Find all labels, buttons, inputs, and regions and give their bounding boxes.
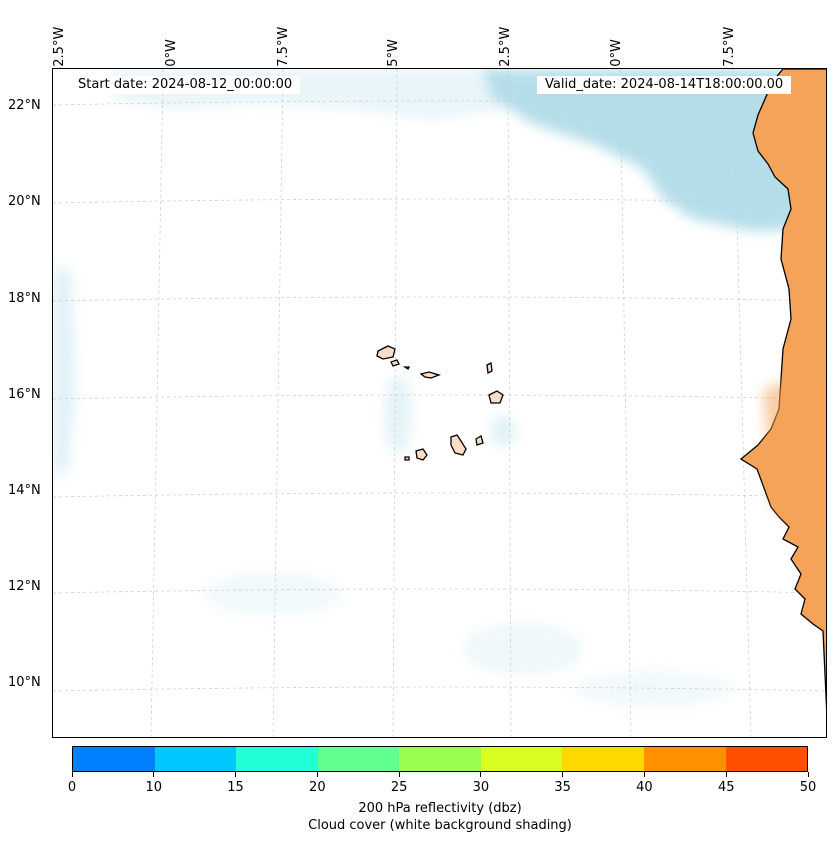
colorbar-subtitle: Cloud cover (white background shading) (308, 818, 572, 833)
island-brava (404, 456, 410, 461)
cloud-patch-southwest (203, 572, 343, 616)
colorbar-tick (71, 772, 73, 777)
island-boa-vista (488, 390, 504, 404)
colorbar-tick-label: 35 (554, 780, 571, 795)
parallel-20n (53, 198, 826, 204)
colorbar-segment (154, 747, 237, 771)
island-santo-antao (376, 345, 396, 360)
lat-label-12n: 12°N (8, 579, 41, 594)
parallel-12n (53, 588, 826, 594)
colorbar-segment (317, 747, 400, 771)
colorbar-tick (562, 772, 564, 777)
start-date-label: Start date: 2024-08-12_00:00:00 (70, 76, 301, 94)
lat-label-22n: 22°N (8, 98, 41, 113)
colorbar-segment (236, 747, 318, 771)
cloud-band-west-edge (53, 269, 75, 479)
colorbar-tick-label: 30 (472, 780, 490, 795)
colorbar-segment (725, 747, 808, 771)
colorbar-tick (235, 772, 237, 777)
island-sao-nicolau (419, 371, 442, 379)
meridian-20w (619, 69, 632, 737)
valid-date-label: Valid_date: 2024-08-14T18:00:00.00 (537, 76, 792, 94)
colorbar-segment (399, 747, 481, 771)
mainland-shading (763, 369, 826, 538)
island-sal (486, 362, 493, 374)
cape-verde-islands (376, 345, 504, 461)
parallel-18n (53, 296, 826, 302)
map-canvas[interactable] (53, 69, 827, 738)
parallel-16n (53, 394, 826, 400)
meridian-17-5w (732, 69, 752, 737)
cloud-patch-southeast (573, 671, 733, 707)
colorbar-title: 200 hPa reflectivity (dbz) (358, 801, 522, 816)
lat-label-10n: 10°N (8, 675, 41, 690)
mainland-west-africa (739, 69, 826, 710)
map-panel[interactable] (52, 68, 827, 738)
cloud-patch-east-islands (491, 415, 515, 447)
colorbar-tick (725, 772, 727, 777)
meridian-30w (150, 69, 164, 737)
colorbar-tick-label: 0 (67, 780, 77, 795)
lat-label-16n: 16°N (8, 387, 41, 402)
island-santiago (450, 434, 467, 456)
cloud-cover-shading (53, 69, 813, 707)
cloud-patch-islands (384, 374, 412, 454)
lat-label-20n: 20°N (8, 194, 41, 209)
colorbar-tick (807, 772, 809, 777)
colorbar-tick-label: 50 (799, 780, 817, 795)
lat-label-14n: 14°N (8, 483, 41, 498)
colorbar-tick-label: 40 (636, 780, 653, 795)
island-santa-luzia (402, 366, 411, 370)
colorbar-segment (643, 747, 726, 771)
meridian-25w (392, 69, 398, 737)
island-fogo (415, 448, 428, 461)
cloud-mass-northeast (483, 69, 813, 231)
colorbar-segment (73, 747, 155, 771)
colorbar-tick (480, 772, 482, 777)
island-maio (475, 435, 484, 446)
meridian-27-5w (272, 69, 284, 737)
colorbar-tick (316, 772, 318, 777)
parallel-14n (53, 492, 826, 498)
colorbar-tick-label: 10 (145, 780, 163, 795)
colorbar-tick (643, 772, 645, 777)
colorbar-tick (153, 772, 155, 777)
lat-label-18n: 18°N (8, 291, 41, 306)
african-coast (739, 69, 826, 710)
cloud-patch-south (463, 623, 583, 675)
reflectivity-colorbar (72, 746, 808, 772)
colorbar-tick-label: 45 (717, 780, 735, 795)
colorbar-tick-label: 20 (309, 780, 326, 795)
colorbar-segment (480, 747, 563, 771)
colorbar-tick (398, 772, 400, 777)
colorbar-tick-label: 25 (390, 780, 408, 795)
parallel-10n (53, 686, 826, 692)
colorbar-tick-label: 15 (227, 780, 244, 795)
colorbar-segment (562, 747, 644, 771)
island-sao-vicente (390, 359, 400, 367)
